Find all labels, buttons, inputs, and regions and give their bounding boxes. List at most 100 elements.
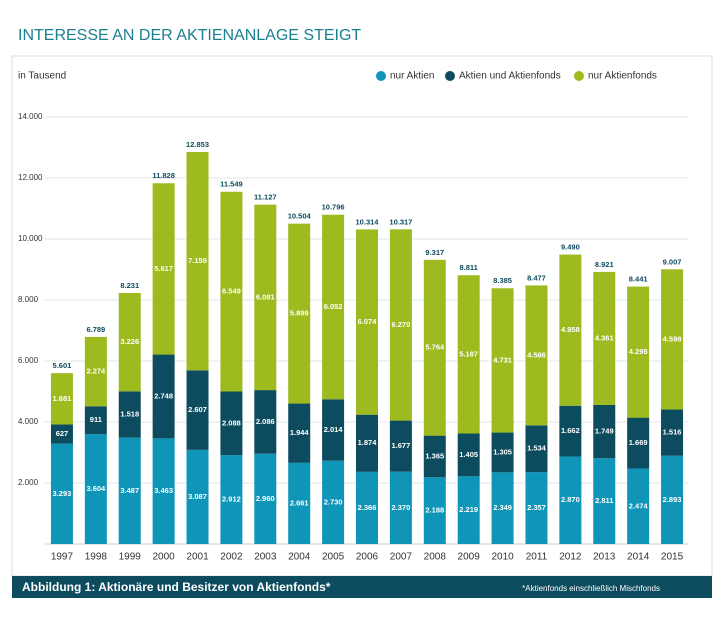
bar-segment: [288, 403, 311, 463]
total-label: 8.477: [527, 273, 546, 282]
data-label: 2.188: [425, 506, 444, 515]
data-label: 6.549: [222, 287, 241, 296]
bar-segment: [661, 409, 684, 456]
y-tick-label: 10.000: [18, 234, 43, 243]
data-label: 627: [56, 429, 69, 438]
bar-segment: [389, 471, 412, 544]
data-label: 5.764: [425, 343, 445, 352]
caption-bar: [12, 576, 712, 598]
data-label: 4.731: [493, 355, 512, 364]
bar-segment: [525, 472, 548, 544]
bar-segment: [423, 477, 446, 544]
data-label: 2.870: [561, 495, 580, 504]
bar-segment: [220, 191, 243, 392]
data-label: 2.893: [663, 495, 682, 504]
bar-segment: [152, 354, 175, 439]
data-label: 1.677: [392, 441, 411, 450]
x-tick-label: 2006: [356, 552, 379, 563]
data-label: 2.730: [324, 497, 343, 506]
total-label: 8.385: [493, 276, 512, 285]
bar-segment: [152, 183, 175, 355]
bar-segment: [491, 432, 514, 473]
bar-segment: [84, 406, 107, 435]
data-label: 911: [90, 415, 102, 424]
x-tick-label: 1997: [51, 552, 74, 563]
data-label: 4.958: [561, 325, 580, 334]
data-label: 4.361: [595, 333, 614, 342]
data-label: 1.669: [629, 438, 648, 447]
bar-segment: [50, 373, 73, 425]
data-label: 1.944: [290, 428, 310, 437]
total-label: 10.317: [389, 217, 412, 226]
x-tick-label: 2004: [288, 552, 311, 563]
y-axis-label: in Tausend: [18, 71, 66, 82]
bar-segment: [118, 292, 141, 392]
data-label: 2.960: [256, 494, 275, 503]
data-label: 5.617: [154, 264, 173, 273]
bar-segment: [186, 151, 209, 371]
total-label: 12.853: [186, 140, 209, 149]
data-label: 2.349: [493, 503, 512, 512]
bar-segment: [389, 420, 412, 472]
bar-segment: [491, 288, 514, 433]
total-label: 8.441: [629, 275, 648, 284]
y-tick-label: 14.000: [18, 112, 43, 121]
data-label: 3.604: [86, 484, 106, 493]
bar-segment: [389, 229, 412, 421]
total-label: 10.796: [322, 203, 345, 212]
data-label: 2.219: [459, 505, 478, 514]
x-tick-label: 2014: [627, 552, 650, 563]
data-label: 3.487: [120, 486, 139, 495]
bar-segment: [525, 285, 548, 426]
data-label: 6.074: [358, 317, 378, 326]
y-tick-label: 6.000: [18, 356, 39, 365]
bar-segment: [118, 437, 141, 544]
data-label: 2.607: [188, 405, 207, 414]
bar-segment: [627, 468, 650, 544]
bar-segment: [322, 214, 345, 400]
legend-label: Aktien und Aktienfonds: [459, 71, 561, 82]
data-label: 3.463: [154, 486, 173, 495]
bar-segment: [84, 434, 107, 544]
data-label: 2.474: [629, 501, 649, 510]
bar-segment: [356, 471, 378, 544]
total-label: 9.007: [663, 257, 682, 266]
x-tick-label: 2008: [424, 552, 447, 563]
x-tick-label: 2011: [526, 552, 548, 563]
x-tick-label: 2005: [322, 552, 345, 563]
bar-segment: [559, 456, 582, 544]
total-label: 9.490: [561, 243, 580, 252]
legend-label: nur Aktienfonds: [588, 71, 657, 82]
y-tick-label: 8.000: [18, 295, 39, 304]
bar-segment: [220, 455, 243, 544]
y-tick-label: 2.000: [18, 478, 39, 487]
data-label: 3.087: [188, 492, 207, 501]
x-tick-label: 1999: [119, 552, 142, 563]
bar-segment: [593, 271, 616, 405]
total-label: 11.549: [220, 180, 243, 189]
bar-segment: [254, 453, 277, 544]
bar-segment: [559, 254, 582, 406]
x-tick-label: 2009: [458, 552, 481, 563]
total-label: 5.601: [53, 361, 72, 370]
legend-swatch: [445, 71, 455, 81]
data-label: 7.159: [188, 256, 207, 265]
data-label: 1.534: [527, 444, 547, 453]
caption: Abbildung 1: Aktionäre und Besitzer von …: [22, 580, 331, 594]
chart-title: INTERESSE AN DER AKTIENANLAGE STEIGT: [18, 27, 361, 44]
data-label: 1.516: [663, 428, 682, 437]
data-label: 2.661: [290, 498, 309, 507]
bar-segment: [356, 229, 378, 415]
bar-segment: [457, 433, 480, 477]
bar-segment: [288, 462, 311, 544]
data-label: 1.405: [459, 450, 478, 459]
legend-swatch: [376, 71, 386, 81]
data-label: 2.274: [86, 367, 106, 376]
x-tick-label: 2007: [390, 552, 413, 563]
data-label: 2.811: [595, 496, 613, 505]
bar-segment: [627, 286, 650, 418]
x-tick-label: 2015: [661, 552, 684, 563]
footnote: *Aktienfonds einschließlich Mischfonds: [522, 584, 660, 593]
x-tick-label: 2013: [593, 552, 616, 563]
data-label: 2.014: [324, 425, 344, 434]
